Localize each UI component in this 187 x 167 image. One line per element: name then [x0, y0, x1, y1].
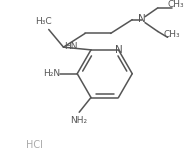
Text: N: N: [138, 14, 146, 24]
Text: HN: HN: [65, 42, 78, 51]
Text: NH₂: NH₂: [70, 116, 87, 125]
Text: HCl: HCl: [26, 140, 42, 150]
Text: H₃C: H₃C: [36, 17, 52, 26]
Text: N: N: [115, 45, 122, 55]
Text: CH₃: CH₃: [163, 30, 180, 39]
Text: H₂N: H₂N: [43, 69, 60, 78]
Text: CH₃: CH₃: [167, 1, 184, 9]
